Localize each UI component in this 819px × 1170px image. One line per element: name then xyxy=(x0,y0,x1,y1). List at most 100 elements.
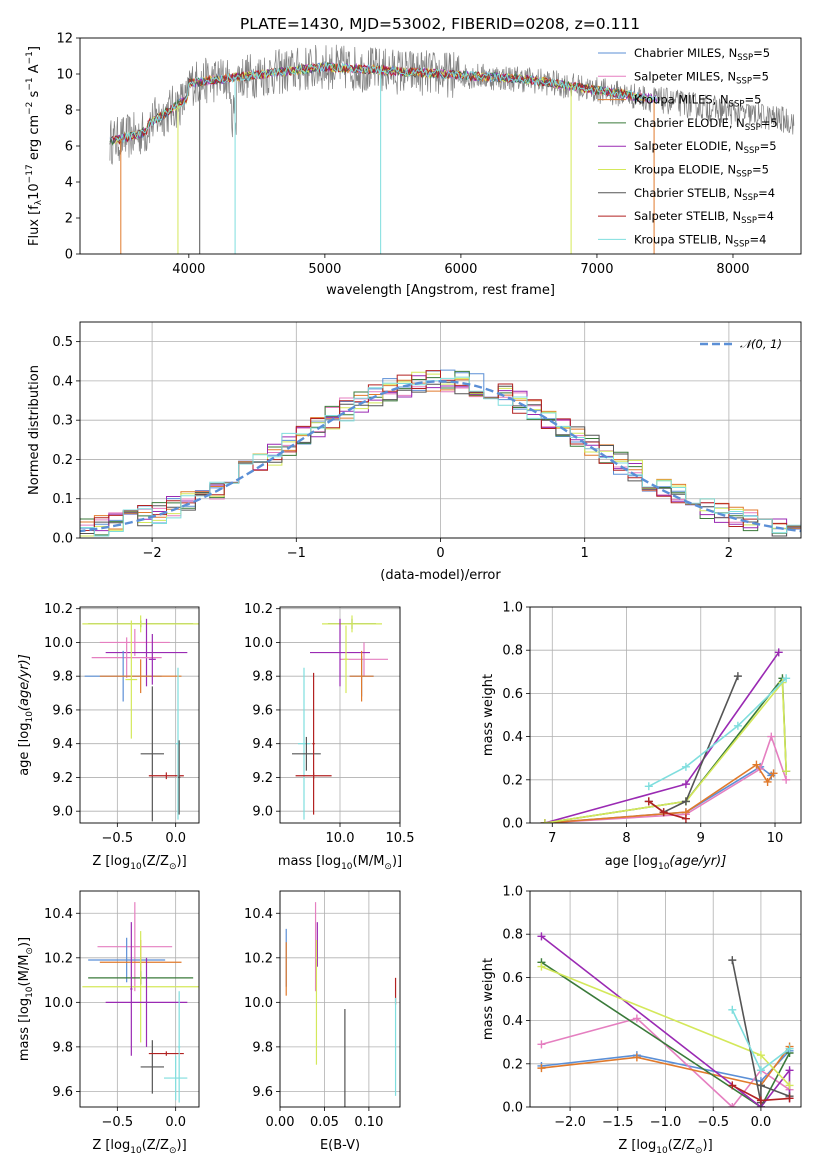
weight-point-marker xyxy=(785,1081,794,1090)
weight-series-line xyxy=(544,680,787,823)
y-tick-label: 10 xyxy=(56,68,73,83)
weight-point-marker xyxy=(728,1005,737,1014)
weight-point-marker xyxy=(782,775,791,784)
x-axis-label: Z [log10(Z/Z⊙)] xyxy=(92,854,186,872)
legend-entry: Chabrier STELIB, NSSP=4 xyxy=(634,186,775,203)
mass_vs_ebv-frame xyxy=(279,890,401,1108)
x-tick-label: −0.5 xyxy=(102,1115,134,1130)
weight-point-marker xyxy=(632,1053,641,1062)
x-tick-label: −1 xyxy=(287,546,306,561)
gaussian-reference-line xyxy=(80,380,801,533)
panel-spectrum-axes: 4000 5000 6000 7000 8000 0 2 4 6 8 10 12 xyxy=(56,32,749,278)
weight-point-marker xyxy=(785,1044,794,1053)
weight-point-marker xyxy=(767,732,776,741)
y-tick-label: 0 xyxy=(65,248,73,263)
y-tick-label: 9.2 xyxy=(252,771,273,786)
weight-point-marker xyxy=(537,932,546,941)
y-tick-label: 1.0 xyxy=(502,885,523,900)
panel-mass_vs_ebv-axes: 0.00 0.05 0.10 9.6 9.8 10.0 10.2 10.4 xyxy=(244,891,400,1130)
weight-point-marker xyxy=(537,962,546,971)
weight-series-line xyxy=(731,959,790,1103)
y-tick-label: 10.2 xyxy=(44,602,73,617)
y-tick-label: 9.8 xyxy=(52,1040,73,1055)
x-tick-label: −2.0 xyxy=(554,1115,586,1130)
y-tick-label: 0.3 xyxy=(52,414,73,429)
weight-series-line xyxy=(541,1017,790,1107)
legend-entry: Salpeter ELODIE, NSSP=5 xyxy=(634,139,777,156)
legend-entry: Kroupa STELIB, NSSP=4 xyxy=(634,232,766,249)
x-tick-label: 0.05 xyxy=(310,1115,339,1130)
x-tick-label: 4000 xyxy=(172,262,205,277)
legend-entry: Kroupa MILES, NSSP=5 xyxy=(634,93,761,110)
mass_vs_z-frame xyxy=(79,890,200,1108)
weight-point-marker xyxy=(659,808,668,817)
y-tick-label: 9.0 xyxy=(52,805,73,820)
figure-panels: 4000 5000 6000 7000 8000024681012wavelength … xyxy=(17,32,802,1156)
weight-point-marker xyxy=(763,777,772,786)
x-tick-label: 10.5 xyxy=(386,831,415,846)
x-tick-label: 7 xyxy=(548,831,556,846)
y-tick-label: 9.0 xyxy=(252,805,273,820)
spectrum-plot-area xyxy=(109,44,795,254)
y-tick-label: 2 xyxy=(65,212,73,227)
y-tick-label: 9.6 xyxy=(252,1085,273,1100)
y-axis-label: age [log10(age/yr)] xyxy=(17,654,35,776)
y-axis-label: Flux [fλ10−17 erg cm−2 s−1 A−1] xyxy=(25,46,44,246)
x-axis-label: mass [log10(M/M⊙)] xyxy=(278,854,402,872)
age_vs_mass-frame xyxy=(279,606,401,824)
x-axis-label: Z [log10(Z/Z⊙)] xyxy=(92,1138,186,1156)
spectrum-model-line xyxy=(112,63,641,145)
x-tick-label: 7000 xyxy=(580,262,613,277)
weight-point-marker xyxy=(537,1064,546,1073)
residuals-plot-area xyxy=(80,369,801,537)
weight_vs_z-plot-area xyxy=(537,932,794,1107)
spectrum-frame xyxy=(79,37,802,255)
y-tick-label: 10.4 xyxy=(244,907,273,922)
y-tick-label: 0.0 xyxy=(52,532,73,547)
weight-point-marker xyxy=(769,769,778,778)
weight_vs_z-frame xyxy=(529,890,802,1108)
y-tick-label: 0.4 xyxy=(52,374,73,389)
y-tick-label: 9.2 xyxy=(52,771,73,786)
x-axis-label: (data-model)/error xyxy=(380,568,501,583)
x-axis-label: Z [log10(Z/Z⊙)] xyxy=(618,1138,712,1156)
x-tick-label: 8 xyxy=(622,831,630,846)
weight-series-line xyxy=(648,677,787,788)
y-tick-label: 4 xyxy=(65,176,73,191)
y-tick-label: 9.8 xyxy=(52,670,73,685)
x-tick-label: −1.0 xyxy=(650,1115,682,1130)
y-tick-label: 0.2 xyxy=(502,773,523,788)
y-tick-label: 0.0 xyxy=(502,817,523,832)
weight-point-marker xyxy=(782,674,791,683)
weight-point-marker xyxy=(756,1051,765,1060)
y-tick-label: 0.2 xyxy=(52,453,73,468)
weight-point-marker xyxy=(681,797,690,806)
panel-age_vs_z-axes: −0.5 0.0 9.0 9.2 9.4 9.6 9.8 10.0 10.2 xyxy=(44,602,199,846)
spectrum-model-line xyxy=(115,61,658,144)
x-tick-label: −0.5 xyxy=(697,1115,729,1130)
y-tick-label: 0.8 xyxy=(502,928,523,943)
y-tick-label: 10.0 xyxy=(44,636,73,651)
y-tick-label: 9.8 xyxy=(252,670,273,685)
x-tick-label: 0.0 xyxy=(751,1115,772,1130)
x-tick-label: −1.5 xyxy=(602,1115,634,1130)
y-axis-label: Normed distribution xyxy=(27,365,42,495)
weight-point-marker xyxy=(644,782,653,791)
weight-point-marker xyxy=(785,1066,794,1075)
weight-point-marker xyxy=(681,814,690,823)
y-tick-label: 9.4 xyxy=(252,737,273,752)
y-tick-label: 0.6 xyxy=(502,687,523,702)
x-tick-label: 9 xyxy=(697,831,705,846)
y-tick-label: 10.4 xyxy=(44,907,73,922)
weight-point-marker xyxy=(785,1094,794,1103)
y-tick-label: 10.2 xyxy=(244,951,273,966)
y-tick-label: 0.5 xyxy=(52,335,73,350)
legend-entry: Kroupa ELODIE, NSSP=5 xyxy=(634,163,769,180)
y-tick-label: 10.0 xyxy=(44,996,73,1011)
spectrum-observed-line xyxy=(109,44,795,166)
weight-point-marker xyxy=(733,672,742,681)
y-axis-label: mass weight xyxy=(481,958,496,1040)
weight-point-marker xyxy=(681,762,690,771)
age_vs_z-plot-area xyxy=(82,615,199,822)
x-tick-label: 0.10 xyxy=(354,1115,383,1130)
